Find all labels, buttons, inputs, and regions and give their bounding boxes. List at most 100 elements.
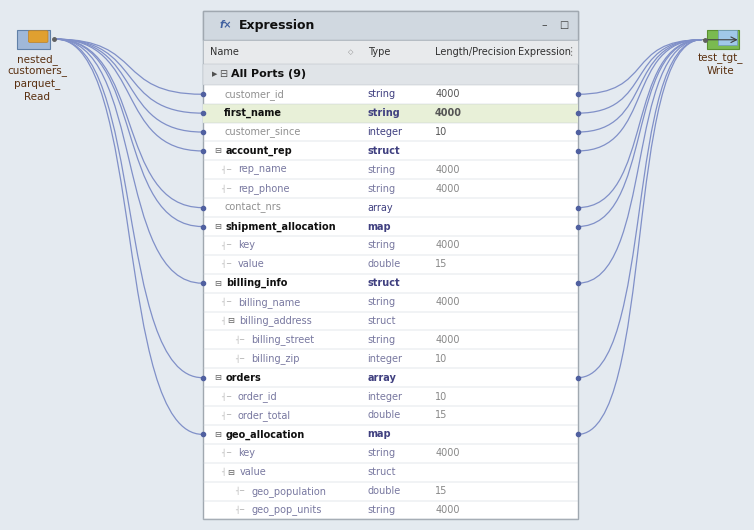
Text: struct: struct <box>368 316 396 326</box>
Text: ⊟: ⊟ <box>214 279 221 288</box>
Text: ─: ─ <box>225 394 230 400</box>
Text: Expression: Expression <box>238 19 315 32</box>
Text: ┤: ┤ <box>235 355 239 363</box>
Text: struct: struct <box>368 467 396 477</box>
FancyBboxPatch shape <box>707 30 739 49</box>
Text: Name: Name <box>210 47 239 57</box>
Text: ─: ─ <box>225 242 230 249</box>
Text: ┤: ┤ <box>222 184 225 193</box>
Text: geo_allocation: geo_allocation <box>225 429 305 439</box>
Text: 15: 15 <box>435 410 448 420</box>
FancyBboxPatch shape <box>203 40 578 64</box>
Text: key: key <box>238 448 255 458</box>
Text: ─: ─ <box>225 450 230 456</box>
Text: array: array <box>368 202 394 213</box>
Text: test_tgt_
Write: test_tgt_ Write <box>697 54 743 76</box>
Text: integer: integer <box>368 392 403 402</box>
Text: billing_address: billing_address <box>239 315 312 326</box>
Text: billing_street: billing_street <box>251 334 314 346</box>
Text: ─: ─ <box>225 299 230 305</box>
Text: map: map <box>368 429 391 439</box>
Text: 4000: 4000 <box>435 184 460 194</box>
Text: ┤: ┤ <box>222 298 225 306</box>
Text: ┤: ┤ <box>222 468 225 476</box>
Text: string: string <box>368 297 396 307</box>
Text: double: double <box>368 259 401 269</box>
Text: string: string <box>368 448 396 458</box>
Text: 10: 10 <box>435 127 447 137</box>
Text: struct: struct <box>368 278 400 288</box>
Text: ┤: ┤ <box>222 392 225 401</box>
Text: ┤: ┤ <box>222 241 225 250</box>
Text: rep_name: rep_name <box>238 165 287 175</box>
FancyBboxPatch shape <box>29 31 48 42</box>
Text: billing_info: billing_info <box>225 278 287 288</box>
Text: ⊟: ⊟ <box>227 467 234 476</box>
Text: ─: ─ <box>225 261 230 267</box>
Text: 4000: 4000 <box>435 108 462 118</box>
Text: geo_population: geo_population <box>251 485 326 497</box>
Text: ─: ─ <box>225 167 230 173</box>
Text: ─: ─ <box>239 356 244 362</box>
Text: 4000: 4000 <box>435 165 460 175</box>
Text: Expression: Expression <box>518 47 571 57</box>
Text: –: – <box>541 20 547 30</box>
Text: ┤: ┤ <box>235 487 239 495</box>
Text: value: value <box>238 259 265 269</box>
FancyBboxPatch shape <box>203 11 578 519</box>
Text: ◇: ◇ <box>348 49 354 55</box>
Text: ⊟: ⊟ <box>214 430 221 439</box>
Text: ┤: ┤ <box>235 335 239 344</box>
Text: nested_
customers_
parquet_
Read: nested_ customers_ parquet_ Read <box>8 54 67 102</box>
Text: order_total: order_total <box>238 410 291 421</box>
Text: ⊟: ⊟ <box>214 373 221 382</box>
FancyBboxPatch shape <box>17 30 51 49</box>
Text: 15: 15 <box>435 486 448 496</box>
Text: contact_nrs: contact_nrs <box>224 202 281 213</box>
Text: map: map <box>368 222 391 232</box>
Text: ┤: ┤ <box>222 317 225 325</box>
Text: f×: f× <box>219 20 231 30</box>
Text: ⊟: ⊟ <box>219 69 227 79</box>
Text: struct: struct <box>368 146 400 156</box>
Text: shipment_allocation: shipment_allocation <box>225 222 336 232</box>
Text: ▶: ▶ <box>212 71 217 77</box>
Text: 10: 10 <box>435 392 447 402</box>
Text: ⊟: ⊟ <box>227 316 234 325</box>
FancyBboxPatch shape <box>718 30 737 45</box>
Text: ┤: ┤ <box>222 411 225 420</box>
Text: All Ports (9): All Ports (9) <box>231 69 306 79</box>
Text: string: string <box>368 165 396 175</box>
Text: ─: ─ <box>225 412 230 419</box>
Text: 4000: 4000 <box>435 505 460 515</box>
Text: billing_name: billing_name <box>238 297 300 307</box>
Text: integer: integer <box>368 354 403 364</box>
FancyBboxPatch shape <box>203 11 578 40</box>
FancyBboxPatch shape <box>203 64 578 85</box>
Text: 4000: 4000 <box>435 335 460 345</box>
Text: string: string <box>368 108 400 118</box>
Text: value: value <box>239 467 266 477</box>
Text: Length/Precision: Length/Precision <box>435 47 516 57</box>
Text: double: double <box>368 486 401 496</box>
Text: 10: 10 <box>435 354 447 364</box>
Text: integer: integer <box>368 127 403 137</box>
Text: ─: ─ <box>239 337 244 343</box>
Text: string: string <box>368 335 396 345</box>
Text: account_rep: account_rep <box>225 146 293 156</box>
Text: order_id: order_id <box>238 391 277 402</box>
Text: billing_zip: billing_zip <box>251 354 300 364</box>
Text: ─: ─ <box>225 186 230 192</box>
Text: ┤: ┤ <box>222 166 225 174</box>
Text: 4000: 4000 <box>435 89 460 99</box>
Text: 4000: 4000 <box>435 241 460 250</box>
Text: ─: ─ <box>239 507 244 513</box>
Text: double: double <box>368 410 401 420</box>
Text: string: string <box>368 184 396 194</box>
Text: first_name: first_name <box>224 108 282 118</box>
Text: string: string <box>368 89 396 99</box>
Text: string: string <box>368 241 396 250</box>
Text: geo_pop_units: geo_pop_units <box>251 505 322 515</box>
Text: □: □ <box>559 20 569 30</box>
Text: string: string <box>368 505 396 515</box>
